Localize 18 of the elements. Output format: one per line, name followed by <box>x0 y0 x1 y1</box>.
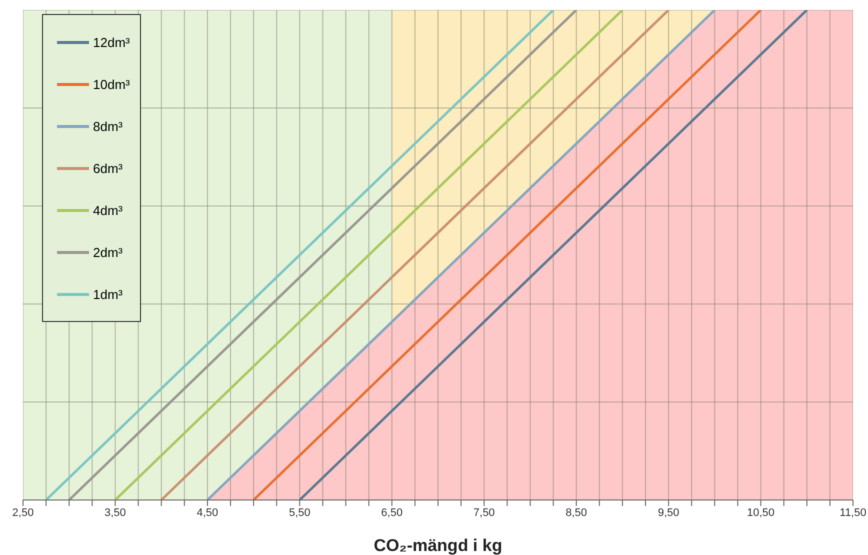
legend-label: 2dm³ <box>93 244 123 260</box>
x-tick-label: 11,50 <box>840 506 866 519</box>
x-axis-title: CO₂-mängd i kg <box>374 536 502 555</box>
legend-label: 8dm³ <box>93 118 123 134</box>
legend-label: 4dm³ <box>93 202 123 218</box>
x-tick-label: 9,50 <box>658 506 680 519</box>
x-tick-label: 10,50 <box>747 506 775 519</box>
legend-label: 10dm³ <box>93 76 130 92</box>
x-tick-label: 3,50 <box>104 506 126 519</box>
x-tick-label: 8,50 <box>566 506 588 519</box>
x-tick-label: 5,50 <box>288 506 310 519</box>
x-tick-label: 7,50 <box>473 506 495 519</box>
legend-label: 12dm³ <box>93 34 130 50</box>
x-tick-label: 2,50 <box>12 506 34 519</box>
legend-label: 1dm³ <box>93 286 123 302</box>
x-tick-label: 6,50 <box>381 506 403 519</box>
x-tick-label: 4,50 <box>196 506 218 519</box>
legend-label: 6dm³ <box>93 160 123 176</box>
